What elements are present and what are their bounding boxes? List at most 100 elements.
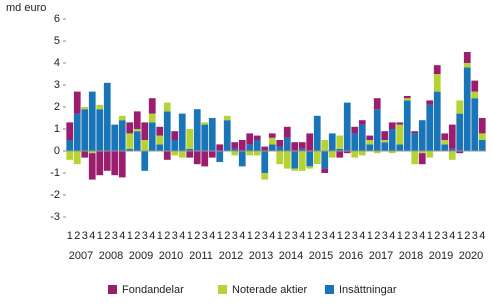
bar-segment <box>178 113 186 151</box>
bar-segment <box>448 124 456 149</box>
bar-segment <box>336 135 344 149</box>
year-label: 2009 <box>129 250 153 262</box>
year-label: 2014 <box>279 250 303 262</box>
bar-segment <box>358 124 366 151</box>
bar-segment <box>96 109 104 151</box>
bar-segment <box>418 120 426 151</box>
bar-segment <box>156 135 164 145</box>
bar-segment <box>133 111 141 129</box>
x-tick-label: 1 <box>457 230 463 242</box>
bar-segment <box>351 151 359 158</box>
x-tick-label: 3 <box>352 230 358 242</box>
bar-segment <box>193 109 201 151</box>
bar-segment <box>201 151 209 167</box>
legend-swatch <box>108 285 117 294</box>
y-tick-label: 1 <box>54 123 60 135</box>
bar-segment <box>396 124 404 145</box>
x-tick-label: 4 <box>329 230 335 242</box>
bar-segment <box>246 144 254 151</box>
bar-segment <box>118 120 126 151</box>
bar-segment <box>418 153 426 165</box>
bar-segment <box>433 74 441 92</box>
bar-segment <box>133 129 141 132</box>
bar-segment <box>373 151 381 154</box>
year-label: 2017 <box>369 250 393 262</box>
bar-segment <box>403 96 411 99</box>
x-tick-label: 3 <box>202 230 208 242</box>
bar-segment <box>126 122 134 134</box>
bar-segment <box>208 118 216 151</box>
bar-segment <box>246 151 254 156</box>
x-tick-label: 4 <box>209 230 215 242</box>
x-tick-label: 1 <box>127 230 133 242</box>
y-tick-label: 3 <box>54 79 60 91</box>
x-tick-label: 2 <box>344 230 350 242</box>
bar-segment <box>426 104 434 151</box>
bar-segment <box>358 151 366 156</box>
bar-segment <box>456 113 464 151</box>
bar-segment <box>201 122 209 125</box>
bar-segment <box>351 133 359 151</box>
y-tick-label: -1 <box>50 167 60 179</box>
x-tick-label: 2 <box>404 230 410 242</box>
bar-segment <box>148 113 156 123</box>
bar-segment <box>141 140 149 151</box>
x-tick-label: 4 <box>119 230 125 242</box>
bar-segment <box>231 151 239 156</box>
bar-segment <box>441 140 449 145</box>
x-tick-label: 4 <box>239 230 245 242</box>
bar-segment <box>441 133 449 140</box>
x-tick-label: 2 <box>374 230 380 242</box>
x-tick-label: 3 <box>412 230 418 242</box>
bar-segment <box>448 151 456 160</box>
bar-segment <box>156 126 164 136</box>
bar-segment <box>471 80 479 92</box>
bar-segment <box>441 144 449 151</box>
bar-segment <box>276 140 284 147</box>
bar-segment <box>73 151 81 165</box>
bar-segment <box>133 131 141 151</box>
bar-segment <box>103 82 111 151</box>
bar-segment <box>216 151 224 162</box>
bar-segment <box>171 151 179 156</box>
x-tick-label: 2 <box>314 230 320 242</box>
bar-segment <box>426 151 434 158</box>
bar-segment <box>336 151 344 158</box>
bar-segment <box>253 140 261 151</box>
y-axis-label: md euro <box>6 2 46 14</box>
bar-segment <box>478 133 486 140</box>
bar-segment <box>66 151 74 160</box>
bar-segment <box>313 151 321 165</box>
x-tick-label: 1 <box>157 230 163 242</box>
bar-segment <box>411 151 419 165</box>
x-tick-label: 1 <box>217 230 223 242</box>
bar-segment <box>186 129 194 149</box>
bar-segment <box>456 100 464 114</box>
bar-segment <box>178 151 186 158</box>
bar-segment <box>291 168 299 171</box>
bar-segment <box>186 151 194 158</box>
bar-segment <box>171 140 179 151</box>
bar-segment <box>396 122 404 125</box>
bar-segment <box>411 131 419 134</box>
bar-segment <box>456 151 464 154</box>
x-tick-label: 2 <box>134 230 140 242</box>
bar-segment <box>328 151 336 158</box>
x-tick-label: 3 <box>292 230 298 242</box>
y-tick-label: 4 <box>54 57 60 69</box>
bar-segment <box>261 173 269 180</box>
bar-segment <box>148 122 156 151</box>
bar-segment <box>126 148 134 151</box>
year-label: 2008 <box>99 250 123 262</box>
bar-segment <box>411 133 419 151</box>
bar-segment <box>216 144 224 151</box>
bar-segment <box>388 129 396 151</box>
bar-segment <box>478 140 486 151</box>
bar-segment <box>366 144 374 151</box>
year-label: 2011 <box>189 250 213 262</box>
bar-segment <box>328 133 336 151</box>
bar-segment <box>343 102 351 151</box>
x-tick-label: 2 <box>464 230 470 242</box>
bar-segment <box>463 67 471 151</box>
bar-segment <box>231 142 239 149</box>
